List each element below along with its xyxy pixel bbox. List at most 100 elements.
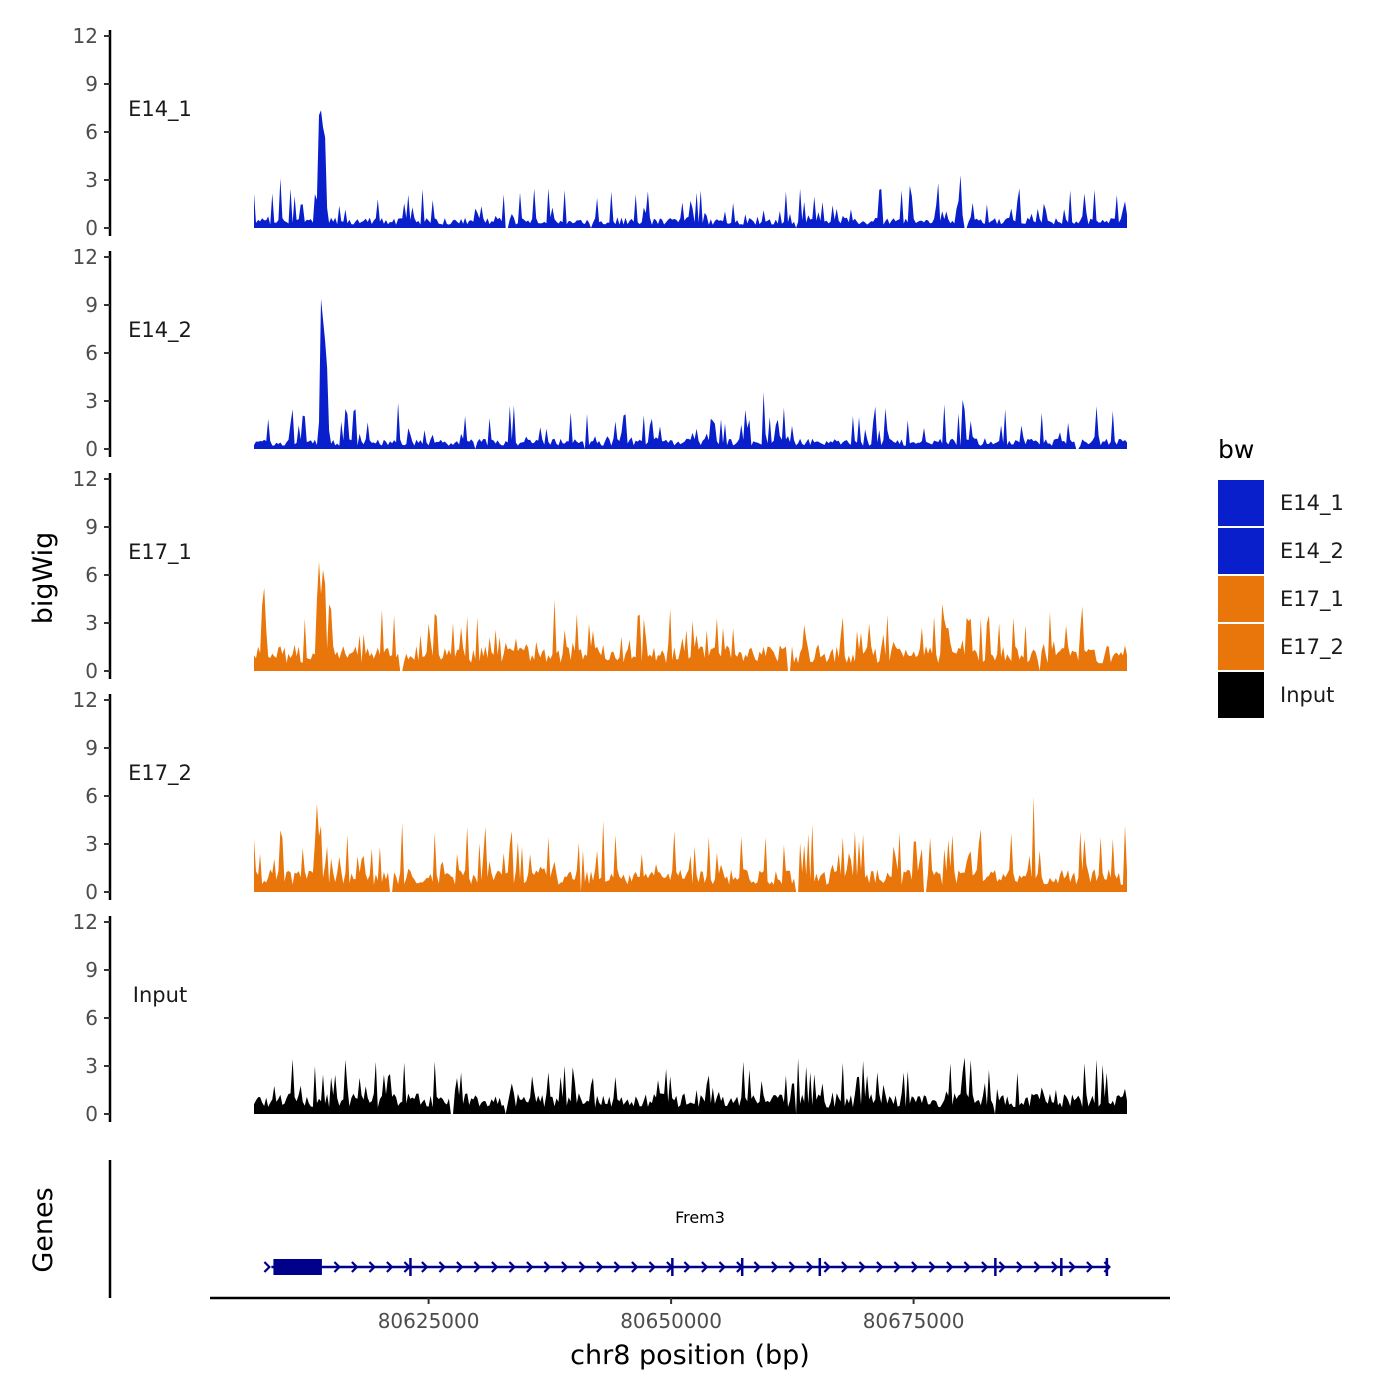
- signal-area-Input: [254, 1057, 1127, 1114]
- strand-arrow: [666, 1261, 674, 1273]
- legend-label-E17_1: E17_1: [1280, 587, 1344, 612]
- x-tick-label-80675000: 80675000: [863, 1309, 965, 1333]
- strand-arrow: [683, 1261, 691, 1273]
- y-axis-title: bigWig: [28, 532, 59, 625]
- strand-arrow: [771, 1261, 779, 1273]
- gene-exon-5: [994, 1258, 997, 1276]
- x-tick-label-80650000: 80650000: [620, 1309, 722, 1333]
- strand-arrow: [613, 1261, 621, 1273]
- track-E14_2: 0 3 6 9 12 E14_2: [73, 245, 1127, 461]
- genes-axis-title: Genes: [28, 1187, 59, 1272]
- strand-arrow: [263, 1261, 271, 1273]
- y-tick-label-E14_1-3: 3: [85, 168, 98, 192]
- strand-arrow: [368, 1261, 376, 1273]
- legend: bw E14_1 E14_2 E17_1 E17_2 Input: [1218, 435, 1344, 718]
- strand-arrow: [946, 1261, 954, 1273]
- strand-arrow: [456, 1261, 464, 1273]
- legend-key-E17_1: [1218, 576, 1264, 622]
- y-tick-label-E17_1-9: 9: [85, 515, 98, 539]
- strand-arrow: [963, 1261, 971, 1273]
- strand-arrow: [386, 1261, 394, 1273]
- y-tick-label-E14_1-12: 12: [73, 24, 98, 48]
- legend-label-E14_2: E14_2: [1280, 539, 1344, 564]
- legend-key-E14_1: [1218, 480, 1264, 526]
- strand-arrow: [1016, 1261, 1024, 1273]
- strand-arrow: [596, 1261, 604, 1273]
- strand-arrow: [701, 1261, 709, 1273]
- signal-area-E14_2: [254, 298, 1127, 449]
- y-tick-label-Input-6: 6: [85, 1006, 98, 1030]
- y-tick-label-Input-9: 9: [85, 958, 98, 982]
- legend-key-E17_2: [1218, 624, 1264, 670]
- y-tick-label-Input-3: 3: [85, 1054, 98, 1078]
- strand-arrow: [1033, 1261, 1041, 1273]
- signal-area-E14_1: [254, 110, 1127, 228]
- strand-arrow: [911, 1261, 919, 1273]
- strand-arrow: [806, 1261, 814, 1273]
- strand-arrow: [491, 1261, 499, 1273]
- strand-arrow: [736, 1261, 744, 1273]
- y-tick-label-E17_2-3: 3: [85, 832, 98, 856]
- track-E14_1: 0 3 6 9 12 E14_1: [73, 24, 1127, 240]
- y-tick-label-E17_1-0: 0: [85, 659, 98, 683]
- strand-arrow: [421, 1261, 429, 1273]
- strand-arrow: [508, 1261, 516, 1273]
- strand-arrow: [823, 1261, 831, 1273]
- strand-arrow: [403, 1261, 411, 1273]
- y-tick-label-E14_2-6: 6: [85, 341, 98, 365]
- strand-arrow: [928, 1261, 936, 1273]
- x-axis-title: chr8 position (bp): [570, 1340, 810, 1371]
- strand-arrow: [788, 1261, 796, 1273]
- signal-area-E17_1: [254, 561, 1127, 671]
- y-tick-label-E17_2-9: 9: [85, 736, 98, 760]
- strand-arrow: [718, 1261, 726, 1273]
- track-label-E14_1: E14_1: [128, 97, 192, 122]
- x-axis: 80625000 80650000 80675000: [210, 1296, 1170, 1333]
- legend-key-Input: [1218, 672, 1264, 718]
- strand-arrow: [876, 1261, 884, 1273]
- strand-arrow: [648, 1261, 656, 1273]
- y-tick-label-E14_2-0: 0: [85, 437, 98, 461]
- legend-label-E14_1: E14_1: [1280, 491, 1344, 516]
- strand-arrow: [1068, 1261, 1076, 1273]
- strand-arrow: [753, 1261, 761, 1273]
- signal-area-E17_2: [254, 796, 1127, 892]
- strand-arrow: [1051, 1261, 1059, 1273]
- strand-arrow: [438, 1261, 446, 1273]
- y-tick-label-E17_2-12: 12: [73, 688, 98, 712]
- track-E17_2: 0 3 6 9 12 E17_2: [73, 688, 1127, 904]
- track-label-E14_2: E14_2: [128, 318, 192, 343]
- track-label-E17_1: E17_1: [128, 540, 192, 565]
- y-tick-label-E14_1-9: 9: [85, 72, 98, 96]
- gene-exon-0: [273, 1259, 322, 1275]
- gene-exon-7: [1105, 1258, 1109, 1276]
- strand-arrow: [543, 1261, 551, 1273]
- y-tick-label-E17_2-0: 0: [85, 880, 98, 904]
- strand-arrow: [333, 1261, 341, 1273]
- gene-label: Frem3: [675, 1208, 725, 1227]
- x-tick-label-80625000: 80625000: [378, 1309, 480, 1333]
- legend-label-E17_2: E17_2: [1280, 635, 1344, 660]
- y-tick-label-Input-0: 0: [85, 1102, 98, 1126]
- strand-arrow: [841, 1261, 849, 1273]
- track-panels: 0 3 6 9 12 E14_1 0 3 6 9 12 E14_2 0 3 6 9 12 E17_1 0 3 6 9 12 E…: [73, 24, 1127, 1126]
- y-tick-label-E14_2-3: 3: [85, 389, 98, 413]
- strand-arrow: [1103, 1261, 1111, 1273]
- track-label-Input: Input: [133, 983, 187, 1007]
- strand-arrow: [998, 1261, 1006, 1273]
- y-tick-label-E17_1-3: 3: [85, 611, 98, 635]
- gene-exon-6: [1060, 1258, 1063, 1276]
- strand-arrow: [1086, 1261, 1094, 1273]
- gene-exon-4: [818, 1258, 822, 1276]
- y-tick-label-E17_2-6: 6: [85, 784, 98, 808]
- y-tick-label-E14_1-6: 6: [85, 120, 98, 144]
- strand-arrow: [473, 1261, 481, 1273]
- strand-arrow: [631, 1261, 639, 1273]
- y-tick-label-E14_1-0: 0: [85, 216, 98, 240]
- y-tick-label-E17_1-6: 6: [85, 563, 98, 587]
- strand-arrow: [858, 1261, 866, 1273]
- y-tick-label-E14_2-12: 12: [73, 245, 98, 269]
- strand-arrow: [561, 1261, 569, 1273]
- genes-panel: Frem3: [108, 1160, 1111, 1298]
